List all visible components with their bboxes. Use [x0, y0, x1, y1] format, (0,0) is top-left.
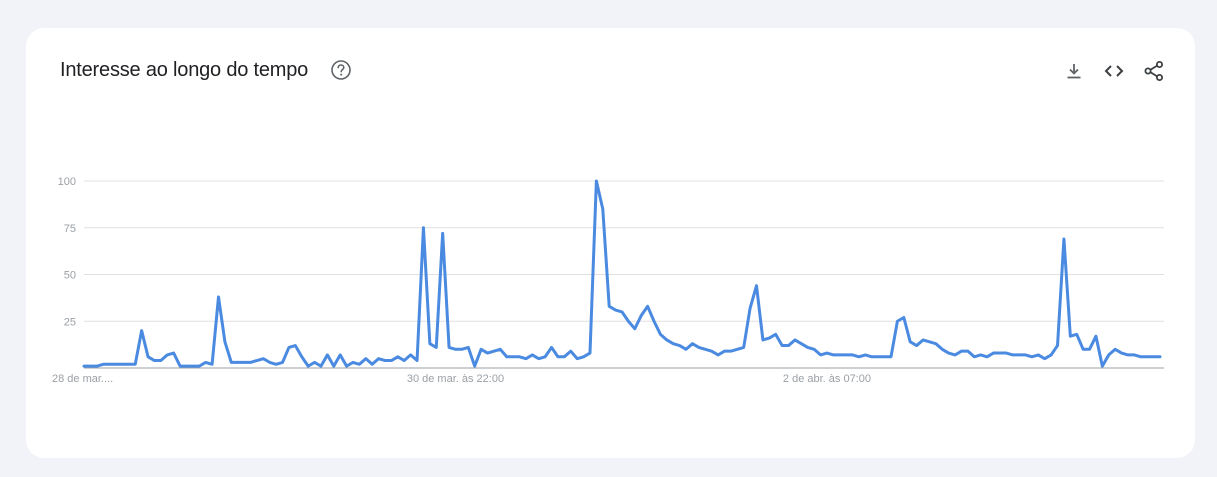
x-tick-label: 28 de mar....	[52, 373, 113, 385]
download-icon[interactable]	[1063, 60, 1085, 82]
gridlines	[84, 180, 1164, 322]
y-tick-label: 25	[64, 316, 76, 328]
y-tick-label: 50	[64, 270, 76, 282]
x-tick-label: 30 de mar. às 22:00	[407, 373, 504, 385]
help-icon[interactable]	[330, 59, 352, 81]
chart-title: Interesse ao longo do tempo	[60, 59, 309, 81]
y-tick-labels: 25 50 75 100	[58, 176, 76, 328]
x-tick-label: 2 de abr. às 07:00	[783, 373, 871, 385]
y-tick-label: 75	[64, 223, 76, 235]
series-line	[82, 179, 1162, 368]
x-tick-labels: 28 de mar.... 30 de mar. às 22:00 2 de abr…	[52, 373, 871, 385]
embed-code-icon[interactable]	[1103, 60, 1125, 82]
chart-card: Interesse ao longo do tempo	[26, 28, 1195, 458]
chart-actions	[1063, 60, 1165, 82]
y-tick-label: 100	[58, 176, 76, 188]
share-icon[interactable]	[1143, 60, 1165, 82]
